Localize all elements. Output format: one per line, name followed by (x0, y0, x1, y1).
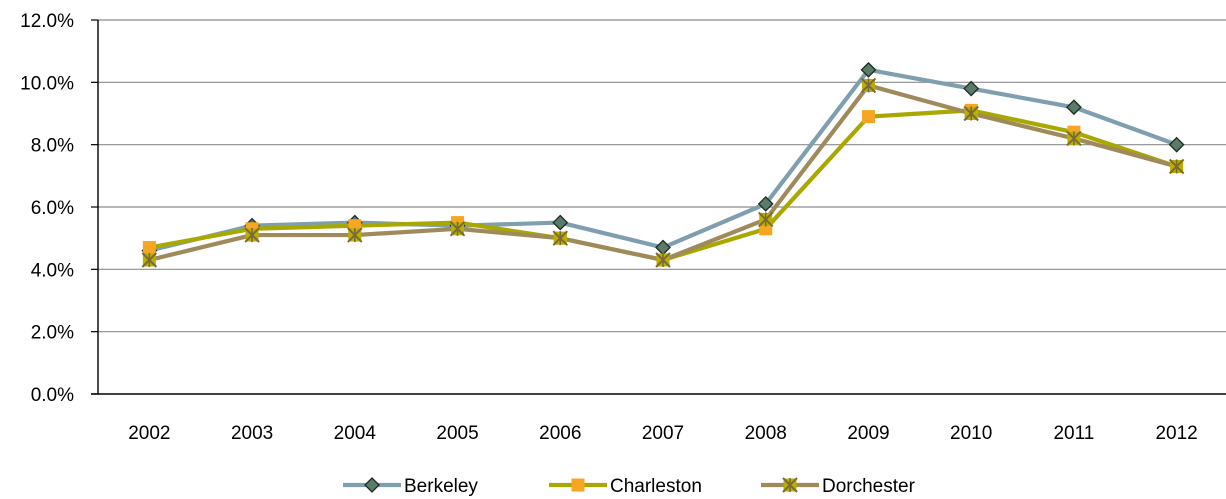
x-tick-label: 2002 (128, 423, 170, 444)
gridlines (98, 19, 1226, 333)
series-markers (141, 61, 1185, 268)
berkeley-point (364, 477, 380, 493)
y-tick-label: 8.0% (31, 136, 74, 157)
dorchester-point (1066, 130, 1082, 147)
dorchester-line (147, 83, 1179, 263)
y-tick-labels: 0.0% 2.0% 4.0% 6.0% 8.0% 10.0% 12.0% (20, 11, 74, 406)
dorchester-point (347, 227, 363, 243)
axes (91, 19, 1226, 395)
dorchester-point (860, 77, 877, 94)
dorchester-point (758, 211, 774, 228)
x-tick-label: 2003 (231, 423, 273, 444)
berkeley-point (655, 239, 671, 256)
x-tick-label: 2010 (950, 423, 992, 444)
x-tick-label: 2008 (745, 423, 787, 444)
dorchester-point (552, 230, 568, 246)
x-tick-labels: 2002 2003 2004 2005 2006 2007 2008 2009 2010 2011… (128, 423, 1198, 444)
charleston-point (861, 110, 875, 124)
series-lines (147, 67, 1179, 263)
berkeley-point (757, 195, 774, 212)
charleston-line (147, 108, 1179, 263)
y-tick-label: 10.0% (20, 73, 74, 94)
berkeley-point (1168, 136, 1185, 153)
berkeley-point (552, 214, 569, 231)
y-tick-label: 0.0% (31, 385, 74, 406)
y-tick-label: 2.0% (31, 323, 74, 344)
dorchester-point (1168, 158, 1185, 175)
y-tick-label: 6.0% (31, 198, 74, 219)
legend-label: Charleston (610, 476, 702, 497)
charleston-point (142, 241, 156, 255)
x-tick-label: 2012 (1155, 423, 1197, 444)
dorchester-point (655, 252, 671, 268)
berkeley-point (1065, 99, 1082, 116)
berkeley-point (963, 80, 980, 97)
legend: Berkeley Charleston Dorchester (343, 476, 916, 497)
x-tick-label: 2011 (1053, 423, 1094, 444)
dorchester-point (141, 252, 158, 268)
x-tick-label: 2009 (847, 423, 889, 444)
x-tick-label: 2004 (334, 423, 377, 444)
charleston-point (571, 478, 585, 492)
berkeley-line (147, 67, 1179, 253)
dorchester-point (782, 477, 798, 493)
legend-label: Berkeley (404, 476, 478, 497)
legend-item-berkeley: Berkeley (343, 476, 478, 497)
y-tick-label: 12.0% (20, 11, 74, 32)
y-tick-label: 4.0% (31, 260, 74, 281)
x-tick-label: 2006 (539, 423, 581, 444)
berkeley-point (860, 61, 877, 78)
legend-item-dorchester: Dorchester (761, 476, 916, 497)
legend-item-charleston: Charleston (549, 476, 702, 497)
x-tick-label: 2005 (436, 423, 478, 444)
dorchester-point (244, 227, 260, 243)
x-tick-label: 2007 (642, 423, 684, 444)
dorchester-point (963, 105, 979, 122)
dorchester-point (449, 221, 466, 237)
legend-label: Dorchester (822, 476, 916, 497)
